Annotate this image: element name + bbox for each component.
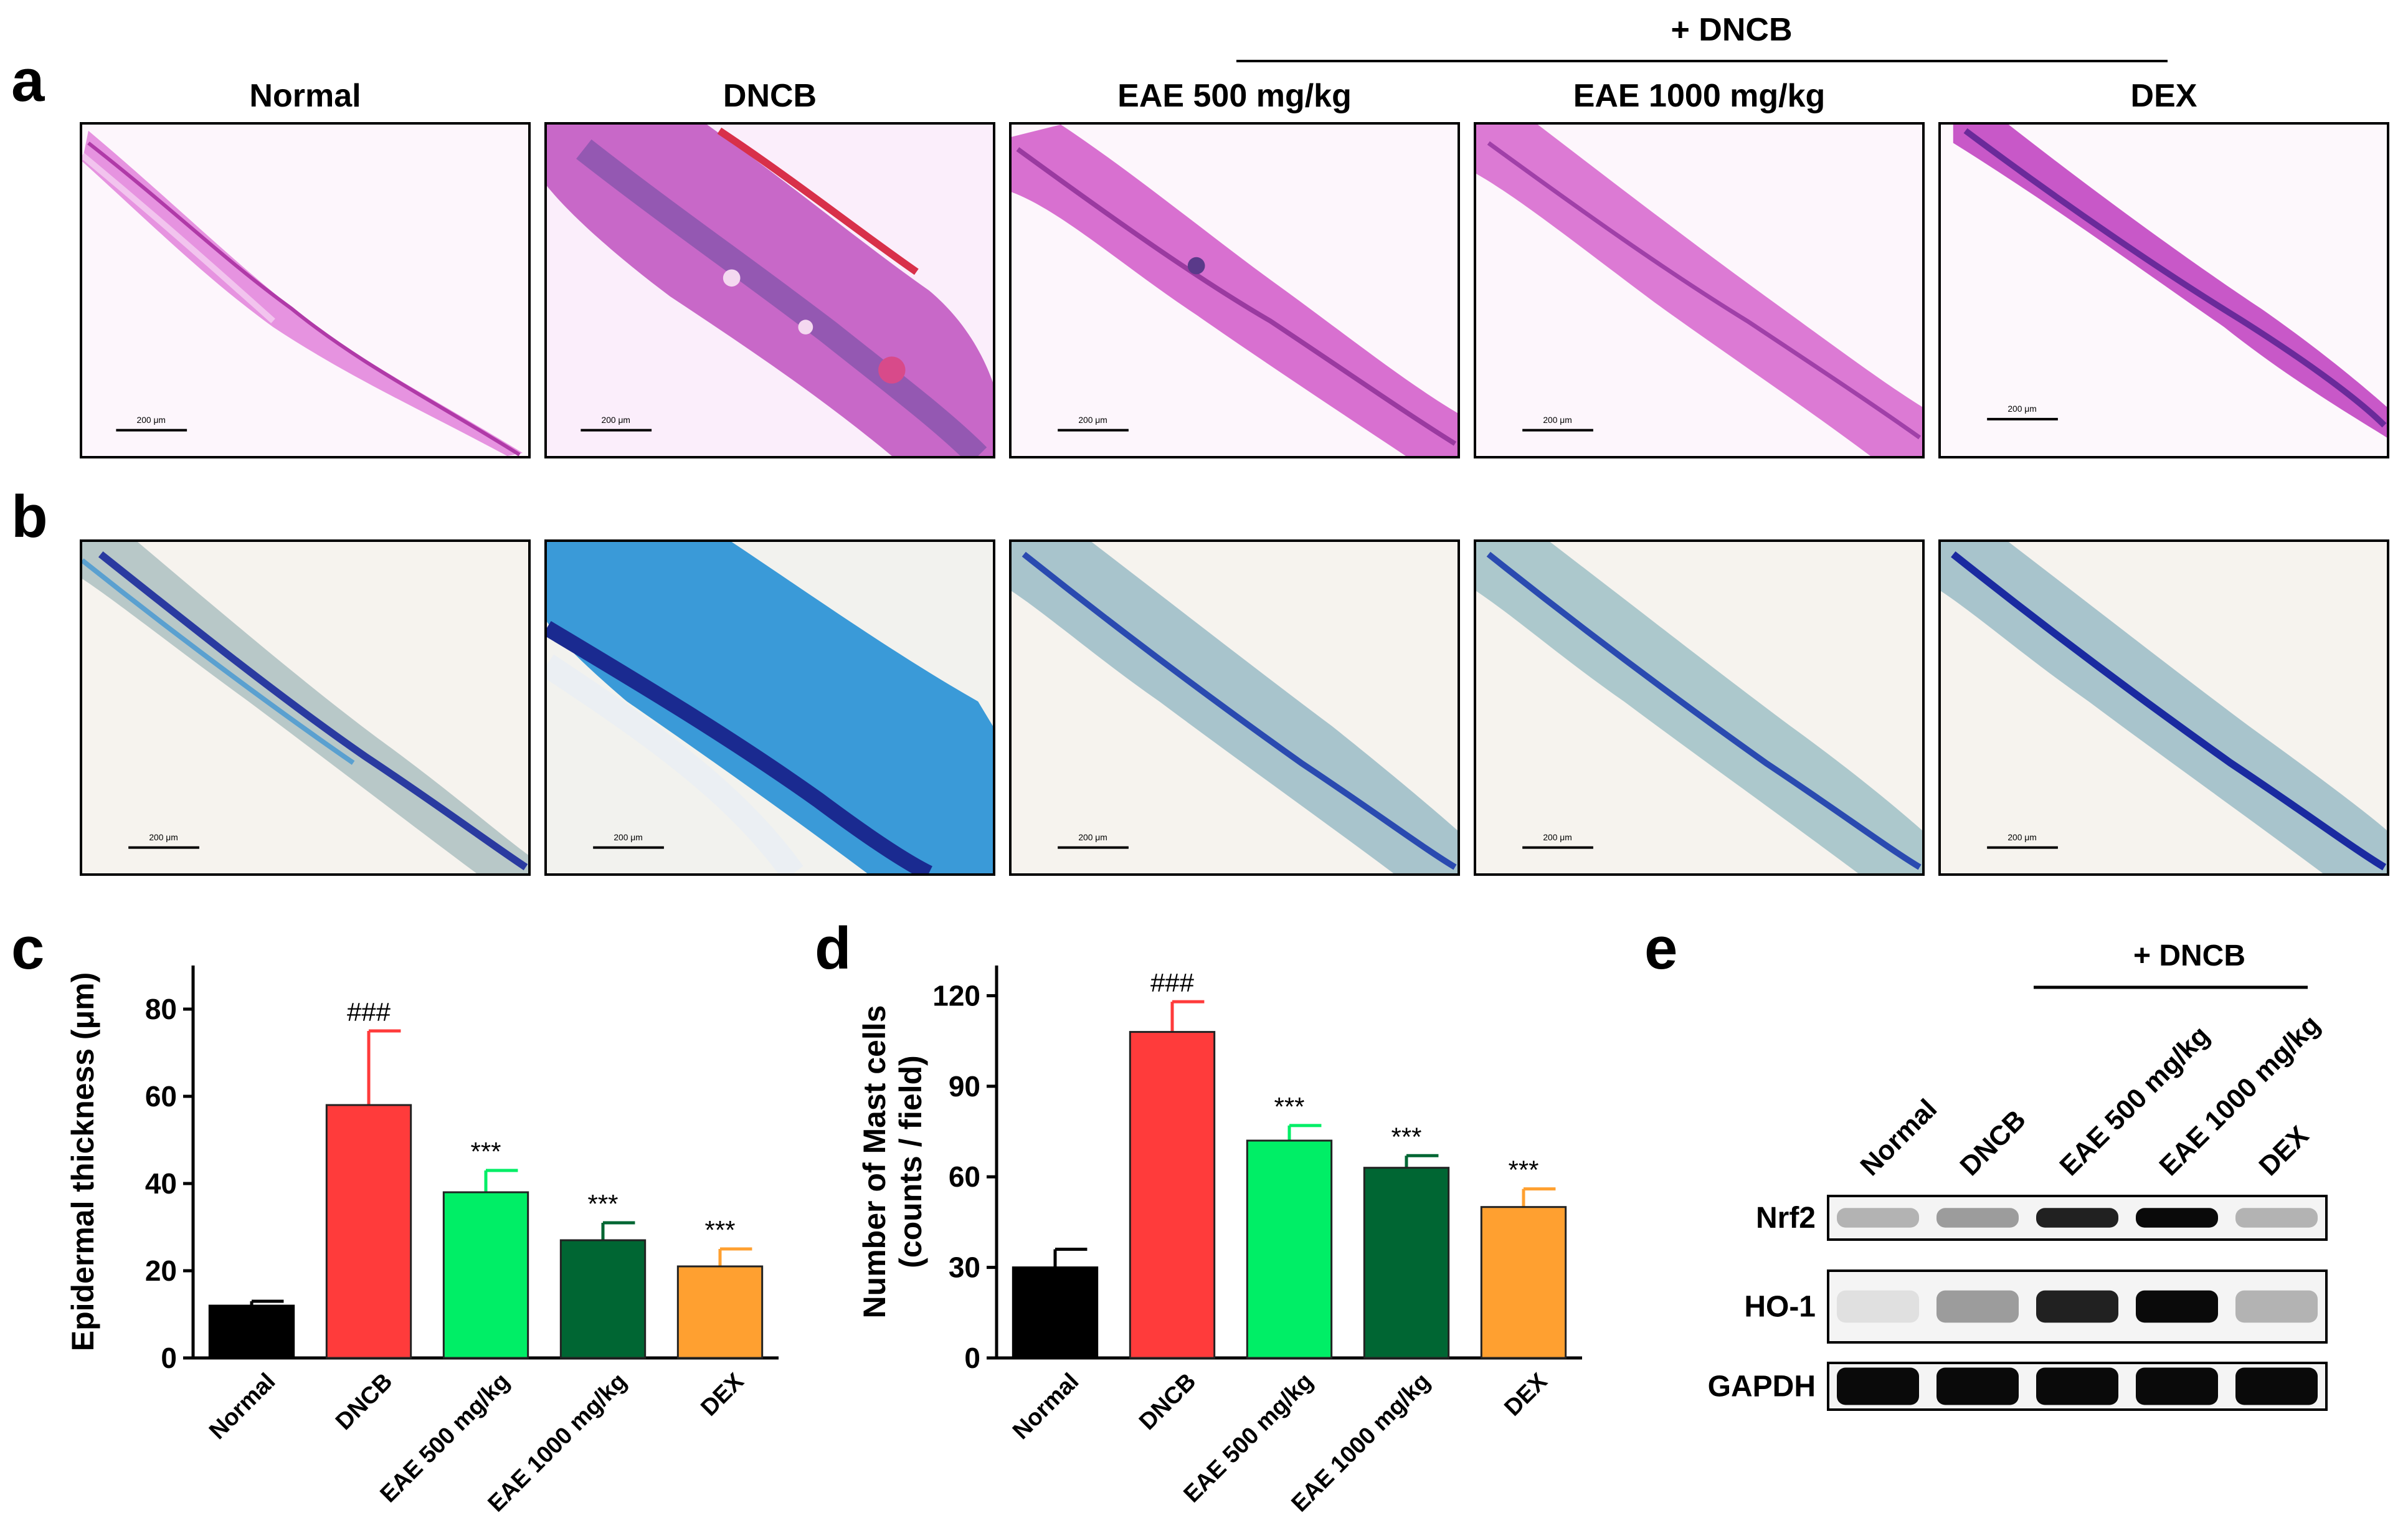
- bar: [325, 1104, 412, 1359]
- y-tick-label: 90: [949, 1070, 980, 1103]
- y-axis-label: Epidermal thickness (μm): [65, 972, 100, 1352]
- he-image-eae1000: 200 μm: [1474, 122, 1925, 458]
- x-tick-label: Normal: [204, 1369, 280, 1445]
- blot-band: [1837, 1290, 1919, 1323]
- x-tick-label: DNCB: [331, 1369, 397, 1435]
- he-image-normal: 200 μm: [80, 122, 531, 458]
- blot-band: [2136, 1367, 2218, 1405]
- y-tick-label: 80: [145, 993, 177, 1025]
- y-tick-label: 30: [949, 1251, 980, 1284]
- blot-band: [2235, 1290, 2318, 1323]
- y-axis-label: (counts / field): [893, 1055, 928, 1268]
- blot-band: [1936, 1208, 2019, 1228]
- bar: [676, 1265, 764, 1359]
- col-title-dex: DEX: [2130, 78, 2197, 114]
- y-tick-label: 20: [145, 1255, 177, 1287]
- significance-label: ###: [347, 997, 391, 1027]
- chart-epidermal-thickness: 0 20 40 60 80 Epidermal thickness (μm) Normal #…: [65, 966, 779, 1517]
- blot-lane-label: Normal: [1854, 1093, 1943, 1182]
- significance-label: ***: [704, 1215, 735, 1245]
- bar: [442, 1191, 529, 1359]
- tb-image-dex: 200 μm: [1938, 539, 2389, 876]
- blot-band: [2235, 1367, 2318, 1405]
- scale-bar-label: 200 μm: [614, 832, 642, 842]
- dncb-group-line: [1236, 60, 2168, 62]
- bar: [1012, 1266, 1099, 1359]
- x-tick-label: EAE 500 mg/kg: [1179, 1369, 1319, 1508]
- dncb-group-label: + DNCB: [1671, 12, 1793, 48]
- blot-band: [1837, 1208, 1919, 1228]
- blot-band: [1837, 1367, 1919, 1405]
- bar: [559, 1239, 647, 1359]
- scale-bar-label: 200 μm: [1543, 415, 1571, 425]
- chart-mast-cells: 0 30 60 90 120 Number of Mast cells (counts / …: [860, 966, 1582, 1517]
- blot-protein-label: HO-1: [1744, 1291, 1816, 1324]
- y-axis-label: Number of Mast cells: [860, 1005, 892, 1319]
- blot-band: [2036, 1208, 2118, 1228]
- x-tick-label: Normal: [1008, 1369, 1084, 1445]
- scale-bar-label: 200 μm: [1078, 415, 1107, 425]
- y-tick-label: 40: [145, 1167, 177, 1200]
- significance-label: ***: [587, 1189, 618, 1218]
- bar: [1129, 1031, 1216, 1359]
- col-title-eae500: EAE 500 mg/kg: [1117, 78, 1352, 114]
- significance-label: ***: [470, 1137, 501, 1166]
- tb-image-eae500: 200 μm: [1009, 539, 1460, 876]
- col-title-dncb: DNCB: [723, 78, 817, 114]
- blot-group-label: + DNCB: [2133, 939, 2245, 972]
- blot-lane-label: DNCB: [1954, 1104, 2032, 1182]
- scale-bar-label: 200 μm: [2007, 404, 2036, 414]
- panel-letter-b: b: [11, 483, 48, 550]
- bar: [1363, 1167, 1450, 1359]
- bar: [1480, 1206, 1567, 1359]
- panel-letter-d: d: [815, 915, 851, 982]
- panel-letter-e: e: [1644, 915, 1678, 982]
- tb-image-dncb: 200 μm: [544, 539, 995, 876]
- scale-bar-label: 200 μm: [602, 415, 630, 425]
- y-tick-label: 120: [932, 979, 980, 1012]
- blot-band: [1936, 1367, 2019, 1405]
- significance-label: ***: [1391, 1122, 1421, 1151]
- he-image-dex: 200 μm: [1938, 122, 2389, 458]
- scale-bar-label: 200 μm: [1078, 832, 1107, 842]
- blot-lane-label: DEX: [2253, 1120, 2315, 1182]
- he-image-dncb: 200 μm: [544, 122, 995, 458]
- blot-protein-label: GAPDH: [1708, 1370, 1816, 1403]
- significance-label: ***: [1274, 1092, 1304, 1121]
- tb-image-eae1000: 200 μm: [1474, 539, 1925, 876]
- he-image-eae500: 200 μm: [1009, 122, 1460, 458]
- blot-band: [2036, 1367, 2118, 1405]
- y-tick-label: 60: [949, 1160, 980, 1193]
- panel-letter-c: c: [11, 915, 45, 982]
- y-tick-label: 0: [964, 1342, 980, 1374]
- panel-letter-a: a: [11, 47, 45, 114]
- blot-band: [2136, 1208, 2218, 1228]
- y-tick-label: 0: [161, 1342, 177, 1374]
- scale-bar-label: 200 μm: [2007, 832, 2036, 842]
- tb-image-normal: 200 μm: [80, 539, 531, 876]
- blot-band: [2036, 1290, 2118, 1323]
- y-tick-label: 60: [145, 1080, 177, 1113]
- scale-bar-label: 200 μm: [137, 415, 166, 425]
- blot-band: [2235, 1208, 2318, 1228]
- x-tick-label: EAE 500 mg/kg: [376, 1369, 515, 1508]
- significance-label: ###: [1150, 968, 1195, 997]
- blot-protein-label: Nrf2: [1756, 1202, 1816, 1235]
- x-tick-label: DEX: [696, 1368, 749, 1421]
- scale-bar-label: 200 μm: [1543, 832, 1571, 842]
- col-title-eae1000: EAE 1000 mg/kg: [1573, 78, 1826, 114]
- bar: [1246, 1139, 1333, 1359]
- x-tick-label: DNCB: [1134, 1369, 1201, 1435]
- col-title-normal: Normal: [249, 78, 361, 114]
- blot-band: [2136, 1290, 2218, 1323]
- bar: [208, 1304, 295, 1359]
- scale-bar-label: 200 μm: [149, 832, 178, 842]
- blot-band: [1936, 1290, 2019, 1323]
- significance-label: ***: [1508, 1155, 1538, 1185]
- x-tick-label: DEX: [1499, 1368, 1552, 1421]
